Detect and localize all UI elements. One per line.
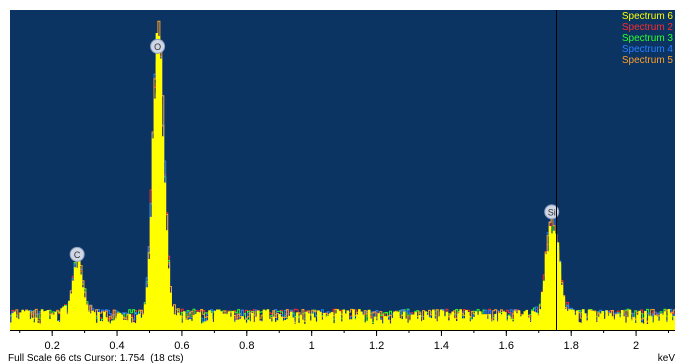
series-spectrum-4 xyxy=(10,33,675,330)
legend-entry: Spectrum 4 xyxy=(621,44,673,55)
x-axis-ticks xyxy=(10,330,675,336)
x-tick-label: 2 xyxy=(633,340,640,352)
series-spectrum-2 xyxy=(10,48,675,330)
x-tick-label: 1.8 xyxy=(563,340,579,352)
x-tick-label: 1.6 xyxy=(498,340,514,352)
legend-entry: Spectrum 3 xyxy=(621,33,673,44)
series-spectrum-6 xyxy=(10,33,675,330)
x-tick-label: 1 xyxy=(308,340,315,352)
peak-marker-c[interactable]: C xyxy=(69,246,85,262)
x-axis: 0.2 0.4 0.6 0.8 1 1.2 1.4 1.6 1.8 2 xyxy=(10,330,675,364)
x-tick-label: 1.2 xyxy=(368,340,385,352)
x-tick-label: 0.8 xyxy=(239,340,255,352)
peak-label: Si xyxy=(548,207,556,217)
peak-marker-si[interactable]: Si xyxy=(544,204,560,220)
peak-label: C xyxy=(74,250,81,260)
x-tick-label: 0.2 xyxy=(44,340,60,352)
x-tick-label: 1.4 xyxy=(433,340,450,352)
spectra-svg: C O Si xyxy=(10,20,675,330)
cursor-line[interactable] xyxy=(556,10,558,330)
x-axis-unit: keV xyxy=(657,353,675,364)
series-spectrum-3 xyxy=(10,88,675,330)
x-tick-label: 0.6 xyxy=(174,340,190,352)
status-readout: Full Scale 66 cts Cursor: 1.754 (18 cts) xyxy=(8,353,184,364)
left-margin xyxy=(0,10,10,330)
peak-label: O xyxy=(154,42,161,52)
legend-entry: Spectrum 2 xyxy=(621,22,673,33)
x-tick-label: 0.4 xyxy=(109,340,125,352)
legend: Spectrum 6 Spectrum 2 Spectrum 3 Spectrum 4… xyxy=(622,11,673,66)
spectrum-plot[interactable]: C O Si Spectrum 6 Spectrum 2 Spectrum 3 Spect… xyxy=(10,10,675,330)
legend-entry: Spectrum 6 xyxy=(621,11,673,22)
legend-entry: Spectrum 5 xyxy=(621,55,673,66)
peak-marker-o[interactable]: O xyxy=(150,38,166,54)
series-spectrum-5 xyxy=(10,20,675,330)
